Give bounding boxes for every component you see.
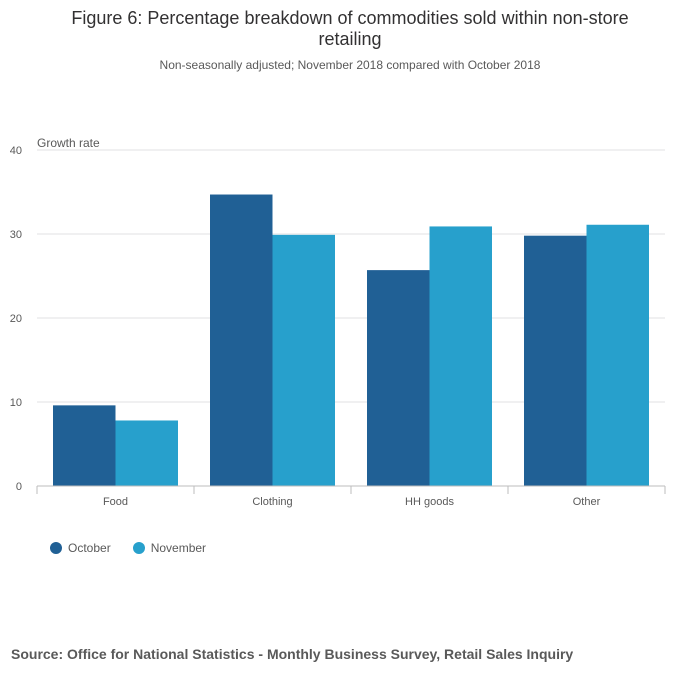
y-tick-label: 30 xyxy=(10,229,22,241)
bar-october-food[interactable] xyxy=(53,405,116,486)
x-tick-label: HH goods xyxy=(405,496,454,508)
bar-october-clothing[interactable] xyxy=(210,194,273,486)
legend-swatch-november xyxy=(132,542,145,554)
x-tick-label: Other xyxy=(573,496,601,508)
y-axis-label: Growth rate xyxy=(37,136,100,150)
bar-november-other[interactable] xyxy=(586,224,650,486)
y-tick-label: 40 xyxy=(10,145,22,157)
x-tick-label: Clothing xyxy=(252,496,292,508)
chart-subtitle: Non-seasonally adjusted; November 2018 c… xyxy=(159,58,541,72)
legend-swatch-october xyxy=(50,542,62,554)
x-axis: Food Clothing HH goods Other xyxy=(36,485,666,508)
chart-title-line-2: retailing xyxy=(318,29,382,49)
chart-title-line-1: Figure 6: Percentage breakdown of commod… xyxy=(71,8,629,28)
y-tick-label: 0 xyxy=(16,481,22,493)
x-tick-label: Food xyxy=(103,496,128,508)
legend-label-october: October xyxy=(68,541,111,555)
bar-october-hh-goods[interactable] xyxy=(367,270,430,486)
legend-item-october[interactable]: October xyxy=(50,541,111,555)
legend: October November xyxy=(50,541,206,555)
bars xyxy=(53,194,650,486)
legend-label-november: November xyxy=(150,541,207,555)
bar-october-other[interactable] xyxy=(524,235,587,486)
bar-november-clothing[interactable] xyxy=(272,234,336,486)
chart-title: Figure 6: Percentage breakdown of commod… xyxy=(0,8,700,50)
y-tick-label: 10 xyxy=(10,397,22,409)
y-tick-label: 20 xyxy=(10,313,22,325)
bar-november-hh-goods[interactable] xyxy=(429,226,493,486)
source-note: Source: Office for National Statistics -… xyxy=(11,646,574,662)
legend-item-november[interactable]: November xyxy=(132,541,207,555)
bar-november-food[interactable] xyxy=(115,420,179,486)
